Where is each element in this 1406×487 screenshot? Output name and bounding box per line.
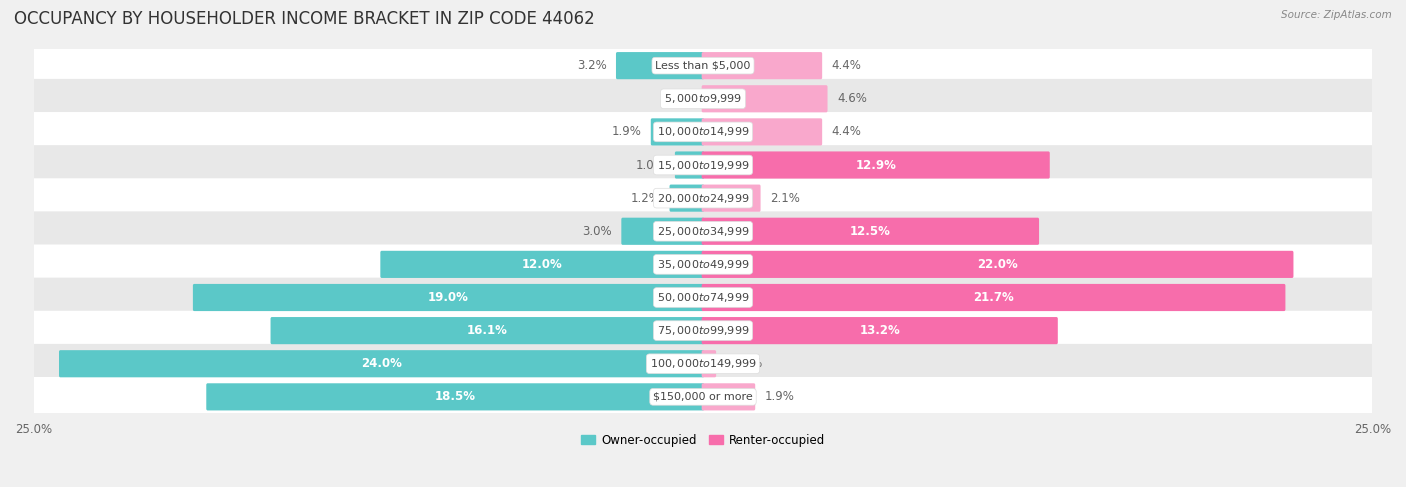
FancyBboxPatch shape xyxy=(702,251,1294,278)
FancyBboxPatch shape xyxy=(270,317,704,344)
Text: 4.6%: 4.6% xyxy=(837,92,866,105)
Text: Less than $5,000: Less than $5,000 xyxy=(655,61,751,71)
Text: $75,000 to $99,999: $75,000 to $99,999 xyxy=(657,324,749,337)
FancyBboxPatch shape xyxy=(381,251,704,278)
Text: 24.0%: 24.0% xyxy=(361,357,402,370)
Text: $20,000 to $24,999: $20,000 to $24,999 xyxy=(657,192,749,205)
FancyBboxPatch shape xyxy=(59,350,704,377)
Text: 12.5%: 12.5% xyxy=(849,225,891,238)
FancyBboxPatch shape xyxy=(675,151,704,179)
Text: $10,000 to $14,999: $10,000 to $14,999 xyxy=(657,125,749,138)
Text: $100,000 to $149,999: $100,000 to $149,999 xyxy=(650,357,756,370)
Text: 19.0%: 19.0% xyxy=(429,291,470,304)
Text: 22.0%: 22.0% xyxy=(977,258,1018,271)
FancyBboxPatch shape xyxy=(702,350,716,377)
Text: 1.9%: 1.9% xyxy=(612,125,641,138)
Text: $25,000 to $34,999: $25,000 to $34,999 xyxy=(657,225,749,238)
FancyBboxPatch shape xyxy=(651,118,704,146)
Text: 21.7%: 21.7% xyxy=(973,291,1014,304)
Text: 2.1%: 2.1% xyxy=(770,192,800,205)
Text: $5,000 to $9,999: $5,000 to $9,999 xyxy=(664,92,742,105)
FancyBboxPatch shape xyxy=(702,118,823,146)
Text: 4.4%: 4.4% xyxy=(831,125,862,138)
FancyBboxPatch shape xyxy=(702,185,761,212)
FancyBboxPatch shape xyxy=(22,112,1384,151)
Legend: Owner-occupied, Renter-occupied: Owner-occupied, Renter-occupied xyxy=(576,429,830,451)
FancyBboxPatch shape xyxy=(22,145,1384,185)
FancyBboxPatch shape xyxy=(22,377,1384,416)
FancyBboxPatch shape xyxy=(702,52,823,79)
FancyBboxPatch shape xyxy=(616,52,704,79)
Text: 18.5%: 18.5% xyxy=(434,391,475,403)
Text: $150,000 or more: $150,000 or more xyxy=(654,392,752,402)
FancyBboxPatch shape xyxy=(22,377,1384,417)
Text: 12.0%: 12.0% xyxy=(522,258,562,271)
FancyBboxPatch shape xyxy=(22,112,1384,152)
Text: 4.4%: 4.4% xyxy=(831,59,862,72)
FancyBboxPatch shape xyxy=(669,185,704,212)
Text: 0.44%: 0.44% xyxy=(725,357,762,370)
FancyBboxPatch shape xyxy=(22,46,1384,85)
FancyBboxPatch shape xyxy=(22,311,1384,351)
Text: $35,000 to $49,999: $35,000 to $49,999 xyxy=(657,258,749,271)
Text: 3.2%: 3.2% xyxy=(576,59,606,72)
FancyBboxPatch shape xyxy=(702,85,828,112)
FancyBboxPatch shape xyxy=(702,317,1057,344)
FancyBboxPatch shape xyxy=(22,344,1384,384)
FancyBboxPatch shape xyxy=(702,284,1285,311)
Text: 1.9%: 1.9% xyxy=(765,391,794,403)
FancyBboxPatch shape xyxy=(22,79,1384,118)
Text: 1.0%: 1.0% xyxy=(636,158,665,171)
FancyBboxPatch shape xyxy=(22,278,1384,318)
FancyBboxPatch shape xyxy=(207,383,704,411)
FancyBboxPatch shape xyxy=(22,344,1384,383)
Text: 0.0%: 0.0% xyxy=(659,92,689,105)
FancyBboxPatch shape xyxy=(22,178,1384,218)
Text: $15,000 to $19,999: $15,000 to $19,999 xyxy=(657,158,749,171)
Text: 1.2%: 1.2% xyxy=(630,192,661,205)
FancyBboxPatch shape xyxy=(193,284,704,311)
Text: $50,000 to $74,999: $50,000 to $74,999 xyxy=(657,291,749,304)
Text: 13.2%: 13.2% xyxy=(859,324,900,337)
FancyBboxPatch shape xyxy=(22,244,1384,284)
FancyBboxPatch shape xyxy=(22,278,1384,317)
FancyBboxPatch shape xyxy=(22,211,1384,251)
Text: OCCUPANCY BY HOUSEHOLDER INCOME BRACKET IN ZIP CODE 44062: OCCUPANCY BY HOUSEHOLDER INCOME BRACKET … xyxy=(14,10,595,28)
Text: Source: ZipAtlas.com: Source: ZipAtlas.com xyxy=(1281,10,1392,20)
FancyBboxPatch shape xyxy=(22,212,1384,250)
FancyBboxPatch shape xyxy=(621,218,704,245)
Text: 3.0%: 3.0% xyxy=(582,225,612,238)
FancyBboxPatch shape xyxy=(22,311,1384,350)
FancyBboxPatch shape xyxy=(702,218,1039,245)
FancyBboxPatch shape xyxy=(22,46,1384,86)
Text: 16.1%: 16.1% xyxy=(467,324,508,337)
FancyBboxPatch shape xyxy=(702,151,1050,179)
FancyBboxPatch shape xyxy=(22,79,1384,119)
FancyBboxPatch shape xyxy=(22,245,1384,283)
FancyBboxPatch shape xyxy=(22,179,1384,217)
Text: 12.9%: 12.9% xyxy=(855,158,896,171)
FancyBboxPatch shape xyxy=(702,383,755,411)
FancyBboxPatch shape xyxy=(22,146,1384,184)
